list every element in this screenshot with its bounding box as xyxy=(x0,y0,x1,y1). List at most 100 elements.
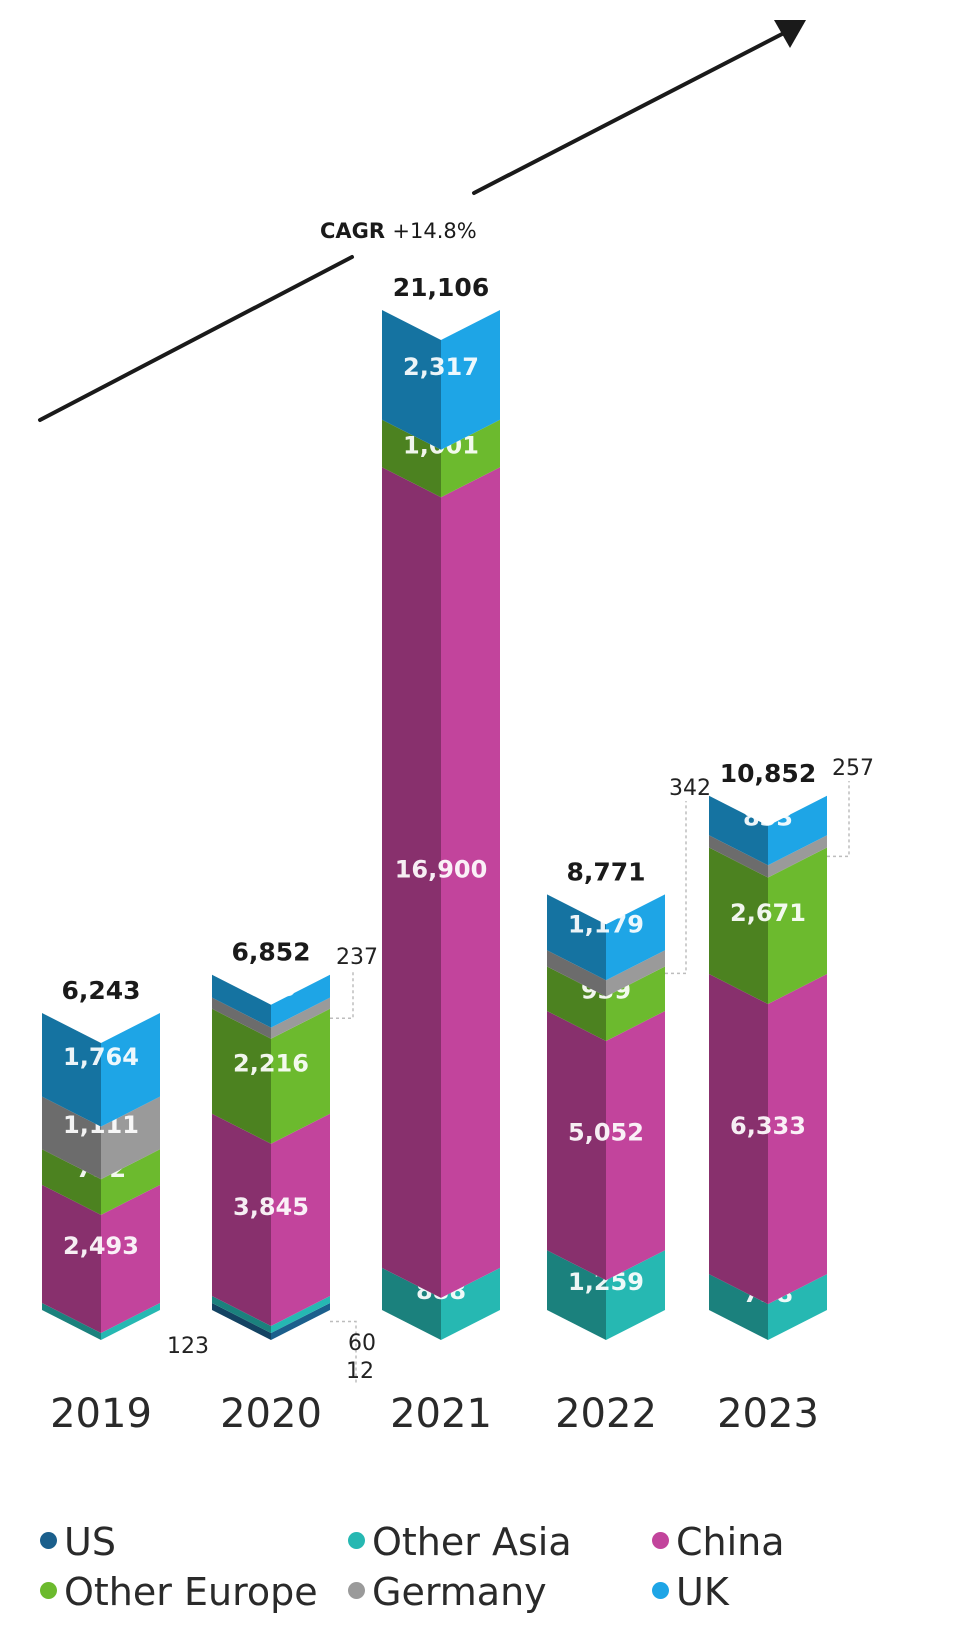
bar-2021-china-left-face xyxy=(382,467,441,1298)
legend-item-other-asia: Other Asia xyxy=(348,1520,572,1564)
legend-item-china: China xyxy=(652,1520,785,1564)
bar-2019-china-right-face xyxy=(101,1184,160,1333)
legend-label-other-asia: Other Asia xyxy=(372,1520,572,1564)
bar-2020-china-left-face xyxy=(212,1113,271,1326)
x-tick-label-2019: 2019 xyxy=(50,1391,152,1437)
bar-2020-us-leader-line xyxy=(330,1320,357,1384)
legend-swatch-uk xyxy=(652,1582,669,1599)
bar-2022-germany-left-face xyxy=(547,950,606,997)
bar-2019-other-asia-label: 123 xyxy=(167,1334,209,1359)
bar-2021-china-label: 16,900 xyxy=(395,856,488,884)
cagr-arrow-shaft xyxy=(472,31,786,195)
bar-2019-germany-left-face xyxy=(42,1096,101,1180)
cagr-arrow-head xyxy=(774,20,806,48)
bar-2021-uk-left-face xyxy=(382,310,441,450)
bar-2021-other-europe-left-face xyxy=(382,419,441,498)
bar-2022-uk-label: 1,179 xyxy=(568,910,644,938)
total-label-2021: 21,106 xyxy=(393,273,489,302)
total-label-2019: 6,243 xyxy=(61,976,140,1005)
bar-2021-other-asia-left-face xyxy=(382,1267,441,1340)
bar-2020-other-europe-right-face xyxy=(271,1008,330,1144)
bar-2023-other-asia-right-face xyxy=(768,1274,827,1340)
bar-2022-germany-right-face xyxy=(606,950,665,997)
bar-2019-china-left-face xyxy=(42,1184,101,1333)
bar-2023-other-europe-right-face xyxy=(768,847,827,1004)
bar-2020-other-europe-left-face xyxy=(212,1008,271,1144)
bar-2022-other-asia-right-face xyxy=(606,1250,665,1340)
bar-2022-germany-label: 342 xyxy=(669,776,711,801)
bar-2019-uk-left-face xyxy=(42,1013,101,1127)
legend-label-uk: UK xyxy=(676,1570,729,1614)
bar-2022-uk-left-face xyxy=(547,894,606,981)
bar-2021-china-right-face xyxy=(441,467,500,1298)
total-label-2020: 6,852 xyxy=(231,938,310,967)
bar-2020-other-asia-left-face xyxy=(212,1296,271,1333)
bar-2020-us-right-face xyxy=(271,1303,330,1340)
bar-2022-china-right-face xyxy=(606,1011,665,1281)
bar-2022-other-europe-left-face xyxy=(547,966,606,1041)
bar-2023-uk-label: 833 xyxy=(743,804,793,832)
bar-2019-other-asia-left-face xyxy=(42,1303,101,1340)
bar-2023-china-label: 6,333 xyxy=(730,1112,806,1140)
cagr-label: CAGR xyxy=(320,219,392,243)
bar-2020-us-label: 12 xyxy=(346,1359,374,1384)
bar-2022-germany-leader-line xyxy=(665,801,687,975)
bar-2023-other-asia-left-face xyxy=(709,1274,768,1340)
bar-2021-other-europe-right-face xyxy=(441,419,500,498)
bar-2020-uk-left-face xyxy=(212,974,271,1028)
cagr-annotation: CAGR +14.8% xyxy=(320,219,477,243)
bar-2020-germany-left-face xyxy=(212,997,271,1039)
legend-label-germany: Germany xyxy=(372,1570,547,1614)
bar-2019-other-europe-right-face xyxy=(101,1149,160,1215)
bar-2020-other-europe-label: 2,216 xyxy=(233,1049,309,1077)
x-tick-label-2023: 2023 xyxy=(717,1391,819,1437)
bar-2022-other-europe-right-face xyxy=(606,966,665,1041)
bar-2022-china-label: 5,052 xyxy=(568,1119,644,1147)
bar-2020-china-right-face xyxy=(271,1113,330,1326)
bar-2019-uk-right-face xyxy=(101,1013,160,1127)
bar-2023-germany-leader-line xyxy=(827,781,850,858)
bar-2020-china-label: 3,845 xyxy=(233,1193,309,1221)
bar-2022-other-asia-left-face xyxy=(547,1250,606,1340)
cagr-arrow-tail xyxy=(38,255,354,422)
bar-2020-us-left-face xyxy=(212,1303,271,1340)
bar-2023-china-left-face xyxy=(709,974,768,1305)
x-tick-label-2020: 2020 xyxy=(220,1391,322,1437)
bar-2019-uk-label: 1,764 xyxy=(63,1043,139,1071)
bar-2021-uk-label: 2,317 xyxy=(403,353,479,381)
bar-2023-germany-left-face xyxy=(709,835,768,878)
legend-label-us: US xyxy=(64,1520,116,1564)
x-tick-label-2022: 2022 xyxy=(555,1391,657,1437)
x-tick-label-2021: 2021 xyxy=(390,1391,492,1437)
legend-item-uk: UK xyxy=(652,1570,729,1614)
legend-swatch-other-europe xyxy=(40,1582,57,1599)
bar-2020-other-asia-right-face xyxy=(271,1296,330,1333)
bar-2023-uk-right-face xyxy=(768,795,827,866)
legend-label-other-europe: Other Europe xyxy=(64,1570,318,1614)
legend-label-china: China xyxy=(676,1520,785,1564)
bar-2020-germany-label: 237 xyxy=(336,945,378,970)
legend-swatch-other-asia xyxy=(348,1532,365,1549)
bar-2020-uk-label: 483 xyxy=(246,974,296,1002)
bar-2019-china-label: 2,493 xyxy=(63,1232,139,1260)
bar-2019-other-asia-right-face xyxy=(101,1303,160,1340)
bar-2023-uk-left-face xyxy=(709,795,768,866)
bar-2023-germany-label: 257 xyxy=(832,756,874,781)
bar-2023-germany-right-face xyxy=(768,835,827,878)
legend-swatch-china xyxy=(652,1532,669,1549)
bar-2023-china-right-face xyxy=(768,974,827,1305)
bar-2020-germany-leader-line xyxy=(330,970,354,1019)
bar-2021-uk-right-face xyxy=(441,310,500,450)
legend-swatch-us xyxy=(40,1532,57,1549)
bar-2022-china-left-face xyxy=(547,1011,606,1281)
bar-2020-other-asia-label: 60 xyxy=(348,1331,376,1356)
legend-item-germany: Germany xyxy=(348,1570,547,1614)
total-label-2022: 8,771 xyxy=(566,857,645,886)
bar-2020-germany-right-face xyxy=(271,997,330,1039)
bar-2020-uk-right-face xyxy=(271,974,330,1028)
legend-item-other-europe: Other Europe xyxy=(40,1570,318,1614)
bar-2019-other-europe-left-face xyxy=(42,1149,101,1215)
legend-swatch-germany xyxy=(348,1582,365,1599)
